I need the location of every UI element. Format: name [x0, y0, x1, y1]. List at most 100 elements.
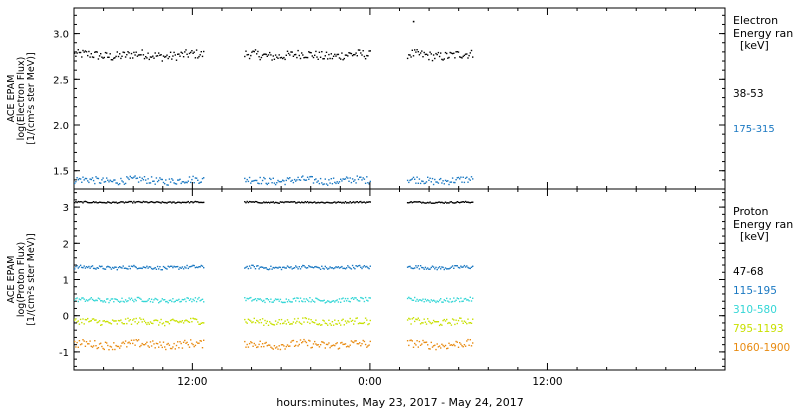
data-point [416, 49, 418, 51]
data-point [328, 300, 330, 303]
data-point [143, 266, 146, 269]
data-point [88, 265, 90, 268]
data-point [409, 297, 411, 300]
data-point [340, 266, 342, 269]
data-point [454, 57, 456, 59]
data-point [312, 56, 315, 59]
data-point [357, 322, 360, 325]
data-point [447, 180, 449, 182]
data-point [410, 179, 412, 181]
data-point [114, 201, 116, 204]
data-point [319, 300, 322, 302]
data-point [246, 54, 248, 56]
data-point [310, 266, 312, 268]
data-point [123, 323, 126, 325]
data-point [197, 298, 199, 300]
data-point [332, 177, 335, 179]
data-point [309, 340, 311, 342]
data-point [181, 298, 184, 301]
data-point [302, 317, 304, 319]
data-point [92, 201, 95, 203]
data-point [424, 341, 427, 344]
data-point [193, 51, 195, 53]
data-point [354, 297, 356, 299]
data-point [270, 54, 272, 56]
data-point [111, 319, 114, 321]
data-point [357, 178, 360, 181]
data-point [88, 50, 90, 53]
data-point [81, 201, 83, 203]
data-point [78, 298, 81, 300]
data-point [422, 298, 424, 300]
data-point [466, 323, 468, 325]
data-point [82, 318, 84, 320]
data-point [466, 176, 468, 178]
data-point [428, 268, 430, 270]
data-point [198, 182, 200, 184]
data-point [316, 266, 318, 268]
data-point [173, 265, 175, 268]
data-point [147, 267, 149, 269]
data-point [200, 322, 202, 324]
data-point [162, 181, 165, 184]
data-point [343, 343, 345, 345]
data-point [301, 342, 303, 344]
data-point [364, 266, 367, 268]
data-point [312, 182, 315, 184]
data-point [178, 53, 180, 55]
data-point [91, 56, 94, 58]
data-point [448, 56, 450, 59]
data-point [279, 298, 282, 301]
data-point [142, 179, 145, 181]
data-point [261, 300, 264, 303]
data-point [90, 265, 92, 268]
data-point [441, 343, 443, 345]
data-point [421, 50, 423, 52]
data-point [167, 57, 169, 60]
data-point [84, 177, 87, 180]
data-point [435, 266, 437, 269]
data-point [137, 321, 140, 323]
data-point [83, 51, 85, 53]
data-point [100, 266, 102, 268]
data-point [345, 176, 348, 178]
data-point [438, 299, 441, 301]
data-point [126, 176, 128, 178]
data-point [82, 297, 84, 299]
data-point [146, 265, 148, 267]
data-point [334, 344, 336, 347]
data-point [277, 202, 279, 204]
data-point [456, 297, 458, 299]
data-point [106, 266, 108, 268]
data-point [161, 298, 163, 300]
data-point [126, 201, 128, 204]
data-point [323, 58, 325, 60]
data-point [110, 202, 113, 204]
data-point [353, 323, 355, 325]
data-point [322, 58, 324, 60]
data-point [349, 317, 351, 320]
data-point [146, 201, 148, 203]
data-point [419, 299, 422, 301]
data-point [195, 341, 198, 343]
data-point [411, 49, 413, 51]
data-point [83, 265, 85, 267]
data-point [315, 202, 317, 204]
data-point [296, 56, 298, 59]
data-point [111, 348, 114, 351]
data-point [141, 201, 143, 204]
data-point [100, 342, 102, 344]
data-point [425, 268, 428, 270]
data-point [454, 323, 456, 326]
data-point [444, 179, 447, 182]
data-point [246, 200, 248, 203]
data-point [341, 180, 343, 182]
data-point [103, 268, 105, 270]
data-point [75, 346, 77, 348]
data-point [337, 182, 340, 184]
data-point [457, 176, 460, 179]
data-point [81, 321, 83, 324]
data-point [160, 202, 162, 204]
data-point [349, 344, 351, 346]
